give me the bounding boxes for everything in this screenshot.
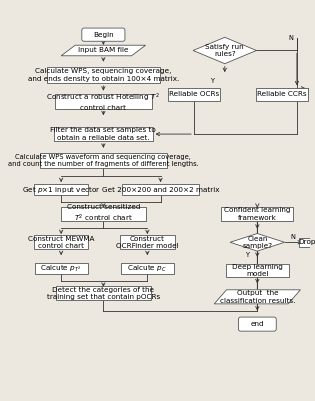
FancyBboxPatch shape <box>47 67 160 83</box>
FancyBboxPatch shape <box>82 28 125 41</box>
Text: Detect the categories of the
training set that contain pOCRs: Detect the categories of the training se… <box>47 287 160 300</box>
Text: Get $p$×1 input vector: Get $p$×1 input vector <box>22 184 100 194</box>
Text: Calculate WPS waveform and sequencing coverage,
and count the number of fragment: Calculate WPS waveform and sequencing co… <box>8 154 199 167</box>
FancyBboxPatch shape <box>56 286 151 300</box>
Text: Y: Y <box>245 251 249 257</box>
FancyBboxPatch shape <box>35 263 88 274</box>
FancyBboxPatch shape <box>120 235 175 249</box>
Polygon shape <box>214 290 301 304</box>
Text: Reliable CCRs: Reliable CCRs <box>257 91 307 97</box>
Text: Construct sensitized
$T^2$ control chart: Construct sensitized $T^2$ control chart <box>66 204 140 224</box>
Text: Y: Y <box>210 78 215 84</box>
Text: N: N <box>290 234 295 240</box>
Text: Input BAM file: Input BAM file <box>78 47 129 53</box>
Text: Clean
sample?: Clean sample? <box>242 235 272 249</box>
Polygon shape <box>61 45 146 56</box>
Text: Calcute $p_C$: Calcute $p_C$ <box>128 263 167 274</box>
Text: Drop: Drop <box>298 239 315 245</box>
FancyBboxPatch shape <box>238 317 276 331</box>
FancyBboxPatch shape <box>122 184 199 195</box>
Polygon shape <box>230 233 285 251</box>
Text: Calculate WPS, sequencing coverage,
and ends density to obtain 100×4 matrix.: Calculate WPS, sequencing coverage, and … <box>28 69 179 82</box>
Polygon shape <box>193 37 256 64</box>
FancyBboxPatch shape <box>54 127 153 141</box>
FancyBboxPatch shape <box>221 207 293 221</box>
Text: Construct MEWMA
control chart: Construct MEWMA control chart <box>28 235 94 249</box>
FancyBboxPatch shape <box>226 264 289 277</box>
Text: Begin: Begin <box>93 32 114 38</box>
FancyBboxPatch shape <box>168 88 220 101</box>
Text: Construct a robust Hotelling $T^2$
control chart: Construct a robust Hotelling $T^2$ contr… <box>46 91 160 111</box>
Text: Reliable OCRs: Reliable OCRs <box>169 91 219 97</box>
Text: Get 200×200 and 200×2 matrix: Get 200×200 and 200×2 matrix <box>102 186 219 192</box>
FancyBboxPatch shape <box>255 88 308 101</box>
FancyBboxPatch shape <box>40 152 167 168</box>
FancyBboxPatch shape <box>34 184 89 195</box>
Text: Deep learning
model: Deep learning model <box>232 264 283 277</box>
Text: Construct
OCRFinder model: Construct OCRFinder model <box>116 235 179 249</box>
Text: end: end <box>250 321 264 327</box>
Text: Confident learning
framework: Confident learning framework <box>224 207 290 221</box>
Text: N: N <box>288 35 293 41</box>
Text: Output  the
classification results.: Output the classification results. <box>220 290 295 304</box>
FancyBboxPatch shape <box>34 235 89 249</box>
FancyBboxPatch shape <box>299 238 314 247</box>
Text: Calcute $p_{T^2}$: Calcute $p_{T^2}$ <box>40 263 82 274</box>
FancyBboxPatch shape <box>55 95 152 109</box>
Text: Satisfy run
rules?: Satisfy run rules? <box>205 44 244 57</box>
FancyBboxPatch shape <box>121 263 174 274</box>
Text: Filter the data set samples to
obtain a reliable data set.: Filter the data set samples to obtain a … <box>50 128 156 141</box>
FancyBboxPatch shape <box>61 207 146 221</box>
